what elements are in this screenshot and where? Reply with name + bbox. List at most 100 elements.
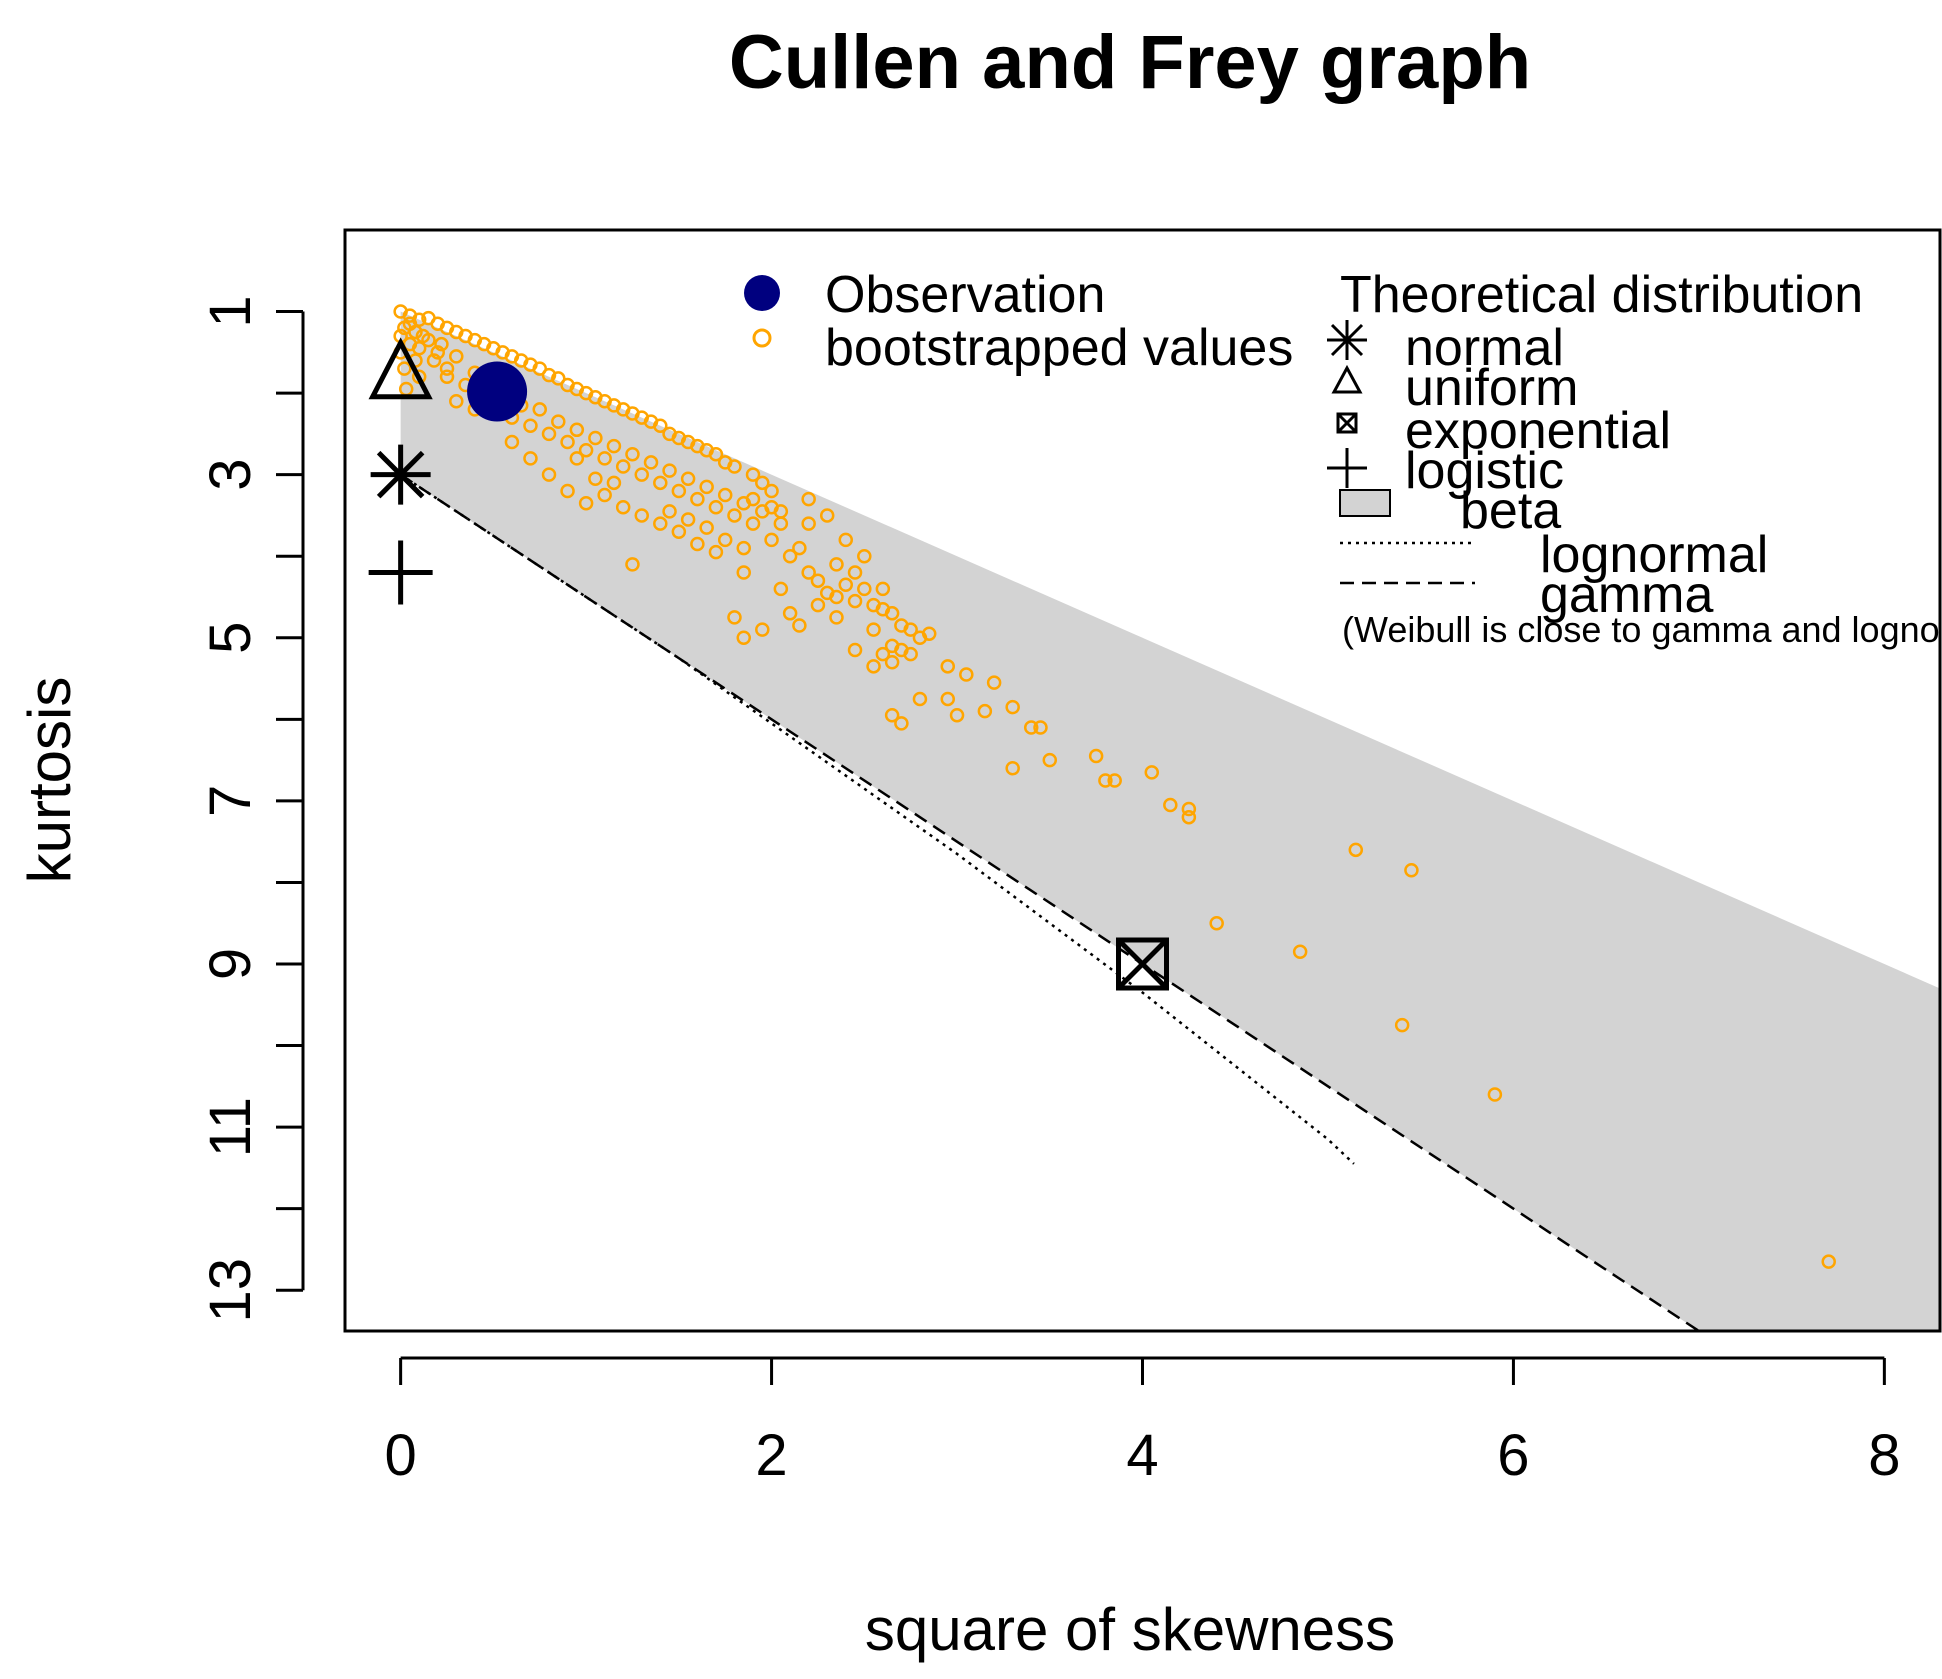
exponential-marker: [1116, 937, 1169, 991]
bootstrap-point: [884, 708, 900, 723]
bootstrap-point: [708, 544, 724, 560]
bootstrap-point: [653, 418, 668, 433]
legend-theoretical-title: Theoretical distribution: [1340, 266, 1863, 324]
normal-marker: [370, 444, 431, 505]
bootstrap-point: [588, 430, 603, 446]
legend-exponential-label: exponential: [1405, 402, 1671, 460]
bootstrap-point: [1292, 944, 1308, 960]
bootstrap-point: [532, 402, 547, 417]
bootstrap-point: [764, 532, 779, 548]
bootstrap-point: [875, 581, 891, 597]
bootstrap-point: [1005, 699, 1020, 715]
bootstrap-point: [1098, 773, 1113, 788]
legend-bootstrap-marker: [752, 328, 772, 348]
bootstrap-point: [727, 508, 742, 523]
legend-beta-label: beta: [1460, 482, 1561, 540]
bootstrap-point: [426, 353, 442, 368]
bootstrap-point: [578, 495, 594, 511]
bootstrap-point: [449, 349, 464, 364]
bootstrap-point: [569, 422, 585, 438]
bootstrap-point: [541, 426, 557, 442]
bootstrap-point: [1394, 1017, 1410, 1033]
legend-normal-icon: [1327, 320, 1367, 360]
x-axis-label: square of skewness: [865, 1596, 1395, 1663]
bootstrap-point: [903, 646, 918, 662]
bootstrap-point: [829, 610, 844, 625]
bootstrap-point: [847, 642, 863, 658]
bootstrap-point: [523, 418, 538, 433]
x-tick-label: 8: [1868, 1423, 1900, 1488]
beta-region: [400, 311, 1940, 1331]
bootstrap-point: [745, 516, 761, 531]
x-tick-label: 6: [1497, 1423, 1529, 1488]
bootstrap-point: [838, 577, 854, 593]
bootstrap-point: [504, 434, 520, 450]
bootstrap-point: [615, 459, 631, 474]
bootstrap-point: [680, 471, 696, 486]
bootstrap-point: [560, 434, 575, 450]
bootstrap-point: [745, 491, 761, 507]
x-tick-label: 2: [755, 1423, 787, 1488]
uniform-marker: [368, 337, 433, 400]
bootstrap-point: [1042, 752, 1058, 768]
bootstrap-point: [810, 597, 826, 613]
bootstrap-point: [782, 548, 798, 564]
bootstrap-point: [1005, 761, 1020, 776]
bootstrap-point: [606, 475, 622, 491]
bootstrap-point: [727, 610, 742, 625]
bootstrap-point: [764, 483, 779, 499]
bootstrap-point: [634, 508, 649, 523]
bootstrap-point: [1107, 773, 1122, 788]
bootstrap-point: [560, 483, 575, 499]
bootstrap-point: [736, 565, 751, 580]
legend-note: (Weibull is close to gamma and lognormal…: [1342, 609, 1942, 650]
observation-point: [467, 361, 528, 422]
bootstrap-point: [653, 516, 668, 531]
bootstrap-point: [1181, 809, 1197, 825]
bootstrap-point: [439, 369, 455, 385]
bootstrap-point: [588, 471, 603, 486]
bootstrap-point: [940, 691, 956, 707]
bootstrap-point: [801, 491, 816, 507]
y-tick-label: 9: [198, 948, 263, 980]
bootstrap-point: [782, 606, 798, 621]
lognormal-line: [399, 473, 1355, 1165]
bootstrap-point: [680, 512, 696, 527]
theoretical-markers: [368, 337, 1169, 991]
bootstrap-point: [615, 500, 631, 515]
bootstrap-point: [597, 487, 612, 503]
x-axis: 0 2 4 6 8: [385, 1356, 1900, 1488]
bootstrap-point: [541, 467, 557, 482]
legend-observation-marker: [744, 275, 780, 311]
bootstrap-point: [912, 691, 928, 707]
bootstrap-point: [1163, 797, 1178, 813]
bootstrap-point: [866, 622, 881, 637]
y-axis-label: kurtosis: [16, 677, 83, 884]
bootstrap-point: [411, 341, 427, 356]
bootstrap-point: [1209, 915, 1224, 931]
bootstrap-point: [597, 451, 612, 466]
bootstrap-point: [884, 606, 900, 621]
bootstrap-point: [421, 332, 436, 348]
bootstrap-point: [801, 565, 816, 580]
bootstrap-point: [606, 438, 622, 454]
bootstrap-point: [903, 622, 918, 637]
bootstrap-point: [847, 593, 863, 609]
bootstrap-point: [977, 703, 993, 719]
x-tick-label: 0: [385, 1423, 417, 1488]
bootstrap-point: [959, 667, 974, 682]
y-tick-label: 1: [198, 295, 263, 327]
bootstrap-point: [857, 581, 872, 597]
bootstrap-point: [551, 371, 566, 386]
bootstrap-point: [829, 557, 844, 572]
bootstrap-point: [819, 508, 835, 523]
bootstrap-point: [847, 565, 863, 580]
bootstrap-point: [755, 622, 770, 637]
bootstrap-point: [662, 504, 677, 519]
bootstrap-point: [792, 618, 807, 633]
bootstrap-point: [671, 524, 687, 540]
bootstrap-point: [625, 447, 640, 462]
bootstrap-point: [551, 414, 566, 429]
bootstrap-point: [397, 361, 412, 376]
legend: Observation bootstrapped values Theoreti…: [744, 266, 1942, 650]
